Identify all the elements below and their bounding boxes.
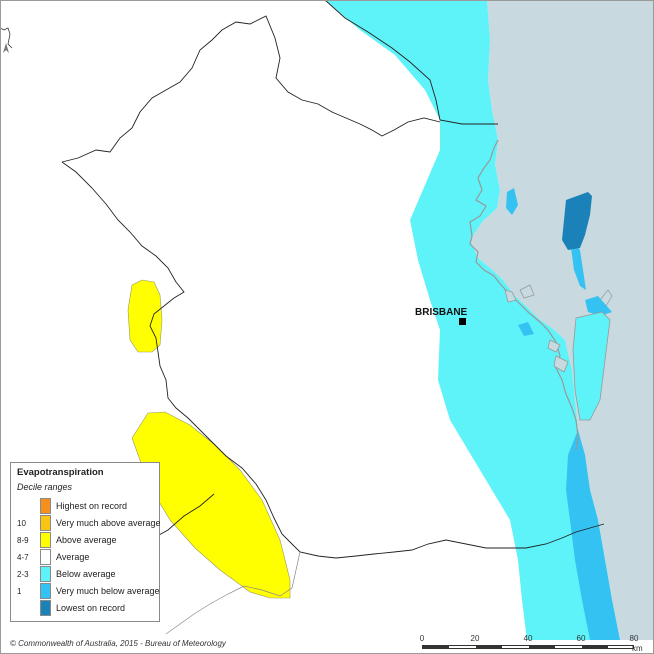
very-much-below-region xyxy=(570,240,586,290)
legend-item: 4-7 Average xyxy=(11,549,159,566)
legend-item: Lowest on record xyxy=(11,600,159,617)
legend-label: Lowest on record xyxy=(56,603,126,613)
boundary-line xyxy=(0,27,13,49)
copyright-credit: © Commonwealth of Australia, 2015 - Bure… xyxy=(10,639,226,648)
legend-panel: Evapotranspiration Decile ranges Highest… xyxy=(10,462,161,622)
boundary-line xyxy=(599,289,613,307)
legend-subtitle: Decile ranges xyxy=(17,482,73,492)
scale-tick-label: 80 xyxy=(629,634,639,643)
boundary-line xyxy=(61,161,605,559)
legend-swatch xyxy=(40,583,51,599)
below-average-region xyxy=(325,0,620,640)
scale-tick-label: 40 xyxy=(523,634,533,643)
scale-unit: km xyxy=(632,644,643,653)
legend-label: Below average xyxy=(56,569,116,579)
coastline xyxy=(469,139,579,451)
legend-title: Evapotranspiration xyxy=(17,467,104,478)
coastline xyxy=(504,284,569,373)
legend-swatch xyxy=(40,532,51,548)
boundary-line xyxy=(149,493,215,541)
legend-swatch xyxy=(40,549,51,565)
boundary-line xyxy=(324,0,498,125)
ocean-area xyxy=(470,0,654,640)
scale-bar-graphic xyxy=(422,645,634,649)
legend-label: Very much above average xyxy=(56,518,161,528)
legend-label: Above average xyxy=(56,535,117,545)
boundary-line xyxy=(165,551,301,635)
scale-tick-label: 0 xyxy=(419,634,425,643)
legend-item: 1 Very much below average xyxy=(11,583,160,600)
island-outline xyxy=(572,311,611,421)
lowest-on-record-region xyxy=(562,192,592,250)
legend-item: Highest on record xyxy=(11,498,159,515)
legend-item: 10 Very much above average xyxy=(11,515,161,532)
legend-code: 4-7 xyxy=(17,553,29,562)
very-much-below-region xyxy=(518,322,534,336)
boundary-line xyxy=(61,15,441,163)
very-much-below-region xyxy=(566,430,620,640)
city-marker xyxy=(459,318,466,325)
legend-label: Very much below average xyxy=(56,586,160,596)
city-label: BRISBANE xyxy=(415,307,468,318)
very-much-below-region xyxy=(506,188,518,215)
legend-code: 1 xyxy=(17,587,22,596)
legend-label: Average xyxy=(56,552,90,562)
legend-item: 2-3 Below average xyxy=(11,566,159,583)
scale-bar: 0 20 40 60 80 km xyxy=(420,634,650,654)
very-much-below-region xyxy=(585,296,612,316)
legend-code: 10 xyxy=(17,519,26,528)
legend-swatch xyxy=(40,498,51,514)
scale-tick-label: 60 xyxy=(576,634,586,643)
legend-swatch xyxy=(40,515,51,531)
legend-swatch xyxy=(40,566,51,582)
legend-label: Highest on record xyxy=(56,501,128,511)
scale-tick-label: 20 xyxy=(470,634,480,643)
legend-item: 8-9 Above average xyxy=(11,532,159,549)
legend-swatch xyxy=(40,600,51,616)
legend-code: 2-3 xyxy=(17,570,29,579)
north-arrow-icon xyxy=(2,40,10,53)
legend-code: 8-9 xyxy=(17,536,29,545)
